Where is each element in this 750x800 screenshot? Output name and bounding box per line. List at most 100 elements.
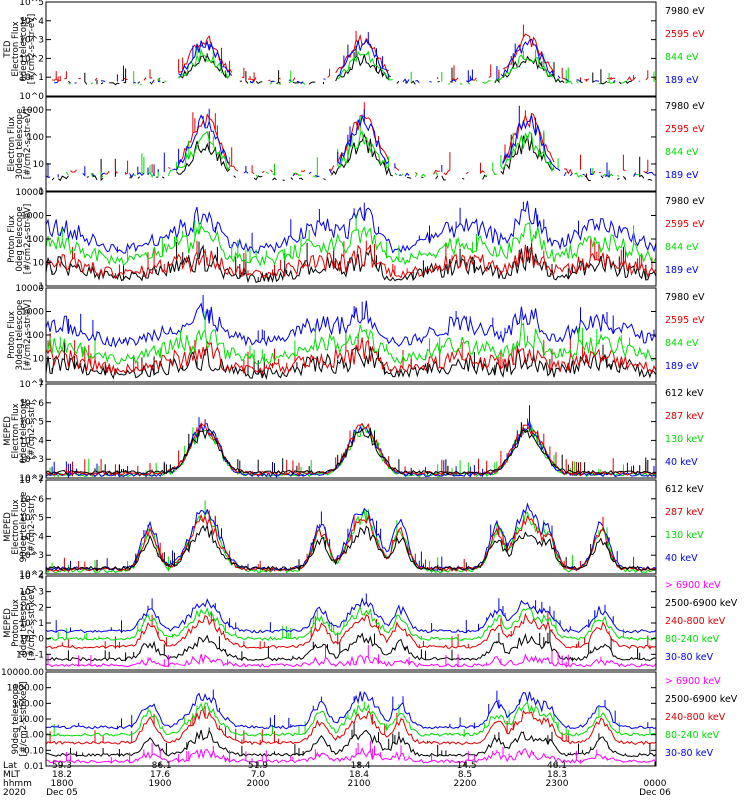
legend-entry: 240-800 keV — [665, 712, 726, 723]
legend-entry: 287 keV — [665, 507, 704, 518]
x-col-value: -86.1 — [148, 761, 171, 771]
legend-entry: 189 eV — [665, 265, 699, 276]
x-row-label: MLT — [3, 770, 21, 780]
y-axis-label: MEPED — [3, 512, 13, 542]
series-magenta — [46, 645, 656, 669]
legend-entry: 189 eV — [665, 75, 699, 86]
legend-entry: 2595 eV — [665, 315, 705, 326]
x-col-value: 8.5 — [458, 770, 472, 780]
series-red — [51, 24, 656, 83]
x-row-label: hhmm — [3, 779, 32, 789]
x-row-label: Lat — [3, 761, 18, 771]
series-black — [46, 723, 656, 758]
y-tick-label: 10^4 — [19, 532, 44, 542]
legend-entry: 2595 eV — [665, 29, 705, 40]
y-tick-label: 10^7 — [19, 380, 44, 390]
series-red — [46, 418, 656, 477]
series-blue — [46, 200, 656, 255]
series-blue — [46, 689, 656, 731]
plot-area — [46, 500, 656, 574]
y-axis-label: 30deg telescope — [15, 109, 25, 180]
y-axis-label: 90deg telescope — [19, 492, 29, 563]
series-black — [46, 422, 656, 476]
legend-entry: 240-800 keV — [665, 616, 726, 627]
x-col-value: -18.4 — [347, 761, 371, 771]
series-black — [68, 46, 641, 85]
y-tick-label: 10^6 — [19, 399, 44, 409]
series-red — [46, 612, 656, 650]
x-row-label: 2020 — [3, 788, 26, 798]
y-tick-label: 10 — [33, 160, 45, 170]
y-tick-label: 10^5 — [19, 0, 44, 8]
x-col-value: 7.0 — [251, 770, 266, 780]
y-axis-label: [#/cm2-s-str-keV] — [19, 682, 29, 757]
y-tick-label: 1 — [38, 187, 44, 197]
x-col-value: 18.4 — [349, 770, 369, 780]
y-tick-label: 10^5 — [19, 418, 44, 428]
legend-entry: 40 keV — [665, 553, 698, 564]
y-tick-label: 1 — [38, 378, 44, 388]
legend-entry: 7980 eV — [665, 196, 705, 207]
plot-area — [46, 593, 656, 669]
y-tick-label: 1000.00 — [7, 684, 44, 694]
y-tick-label: 1 — [38, 282, 44, 292]
series-black — [51, 131, 656, 182]
y-tick-label: 100 — [27, 133, 44, 143]
y-axis-label: [#/cm2-s-str] — [27, 403, 37, 460]
plot-area — [46, 294, 656, 381]
legend-entry: 7980 eV — [665, 101, 705, 112]
y-axis-label: [#/cm2-s-str-keV] — [27, 586, 37, 661]
legend-entry: 130 keV — [665, 530, 704, 541]
series-black — [46, 523, 656, 572]
y-axis-label: 0deg telescope — [19, 16, 29, 81]
y-tick-label: 100.00 — [13, 699, 45, 709]
y-tick-label: 100 — [27, 331, 44, 341]
y-tick-label: 10^2 — [19, 54, 44, 64]
legend-entry: 844 eV — [665, 52, 699, 63]
y-axis-label: Electron Flux — [11, 499, 21, 554]
y-axis-label: 30deg telescope — [15, 300, 25, 371]
y-axis-label: 90deg telescope — [11, 684, 21, 755]
y-tick-label: 10^2 — [19, 603, 44, 613]
legend-entry: 287 keV — [665, 411, 704, 422]
x-col-value: 2300 — [546, 779, 569, 789]
y-tick-label: 10^7 — [19, 476, 44, 486]
y-tick-label: 10^-1 — [16, 650, 44, 660]
legend-entry: 80-240 keV — [665, 634, 720, 645]
x-col-value: 18.3 — [547, 770, 567, 780]
series-blue — [46, 502, 656, 571]
y-axis-label: [#/cm2-s-str-eV] — [23, 300, 33, 370]
x-col-value: 59.3 — [52, 761, 72, 771]
series-blue — [46, 405, 656, 478]
y-axis-label: 0deg telescope — [19, 398, 29, 463]
series-red — [46, 510, 656, 573]
series-green — [46, 605, 656, 642]
x-col-value: 2000 — [247, 779, 270, 789]
y-tick-label: 10^0 — [19, 635, 44, 645]
series-red — [70, 102, 649, 176]
y-axis-label: Proton Flux — [7, 215, 17, 263]
legend-entry: 7980 eV — [665, 6, 705, 17]
y-axis-label: Electron Flux — [7, 116, 17, 171]
y-tick-label: 10^6 — [19, 495, 44, 505]
series-red — [46, 238, 656, 280]
y-tick-label: 10 — [33, 355, 45, 365]
series-black — [46, 241, 656, 284]
y-axis-label: [#/cm2-s-str] — [27, 499, 37, 556]
legend-entry: 612 keV — [665, 388, 704, 399]
y-tick-label: 10^5 — [19, 514, 44, 524]
y-tick-label: 1000 — [21, 308, 44, 318]
y-tick-label: 10^3 — [19, 455, 44, 465]
plot-area — [46, 689, 656, 765]
legend-entry: 844 eV — [665, 338, 699, 349]
series-red — [46, 706, 656, 746]
x-col-value: 0000 — [644, 779, 667, 789]
y-tick-label: 10 — [33, 259, 45, 269]
x-col-value: Dec 05 — [46, 788, 78, 798]
plot-area — [46, 102, 656, 182]
legend-entry: 30-80 keV — [665, 652, 714, 663]
